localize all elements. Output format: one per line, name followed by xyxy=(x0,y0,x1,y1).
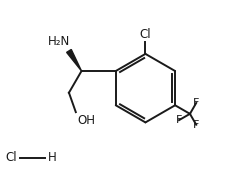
Polygon shape xyxy=(67,49,82,71)
Text: F: F xyxy=(193,120,200,130)
Text: F: F xyxy=(193,98,200,108)
Text: OH: OH xyxy=(77,114,95,127)
Text: Cl: Cl xyxy=(140,28,151,41)
Text: F: F xyxy=(176,115,182,125)
Text: Cl: Cl xyxy=(5,151,17,164)
Text: H: H xyxy=(48,151,56,164)
Text: H₂N: H₂N xyxy=(47,35,70,48)
